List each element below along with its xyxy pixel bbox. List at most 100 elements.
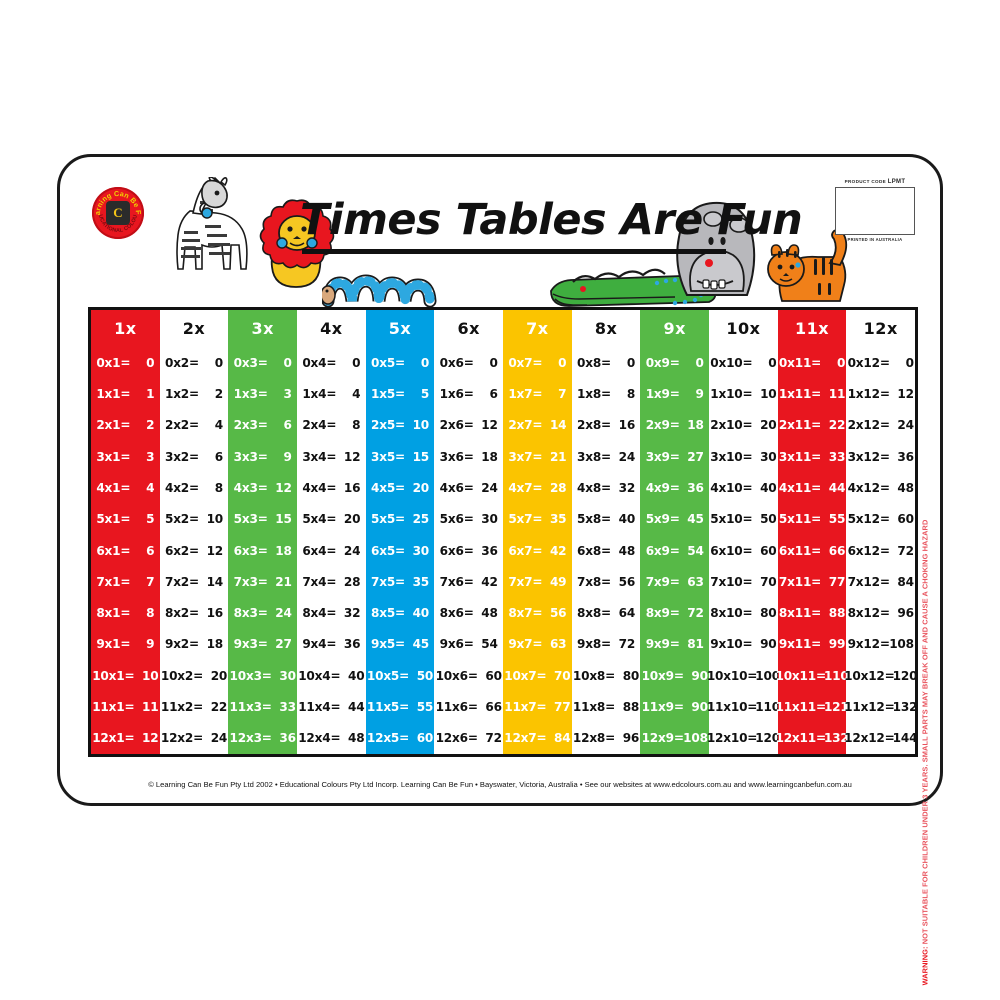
cell-expression: 7x10 xyxy=(710,574,743,589)
cell-equals-sign: = xyxy=(326,606,337,621)
table-cell: 11x12 = 132 xyxy=(844,691,917,722)
cell-equals-sign: = xyxy=(536,731,547,746)
table-cell: 6x5 = 30 xyxy=(366,535,435,566)
cell-equals-sign: = xyxy=(326,449,337,464)
cell-expression: 3x11 xyxy=(778,449,812,464)
cell-equals-sign: = xyxy=(326,386,337,401)
table-cell: 9x9 = 81 xyxy=(640,629,709,660)
cell-product: 4 xyxy=(146,480,155,495)
table-cell: 8x3 = 24 xyxy=(228,598,297,629)
cell-product: 9 xyxy=(146,637,155,652)
product-code-label-text: PRODUCT CODE xyxy=(844,179,887,184)
cell-expression: 11x11 xyxy=(775,700,817,715)
cell-product: 42 xyxy=(481,574,498,589)
learning-can-be-fun-logo: Learning Can Be Fun EDUCATIONAL COLOURS … xyxy=(92,187,144,239)
cell-product: 96 xyxy=(897,606,914,621)
table-cell: 5x8 = 40 xyxy=(572,504,641,535)
cell-product: 0 xyxy=(214,355,224,370)
cell-equals-sign: = xyxy=(463,386,474,401)
table-cell: 9x11 = 99 xyxy=(778,629,847,660)
cell-product: 60 xyxy=(897,512,914,527)
cell-expression: 7x11 xyxy=(778,574,812,589)
table-cell: 3x3 = 9 xyxy=(228,441,297,472)
table-cell: 4x1 = 4 xyxy=(91,472,160,503)
cell-equals-sign: = xyxy=(399,700,410,715)
cell-product: 64 xyxy=(618,606,636,621)
cell-expression: 1x9 xyxy=(645,386,670,401)
cell-equals-sign: = xyxy=(395,418,405,433)
cell-product: 6 xyxy=(489,386,498,401)
cell-product: 4 xyxy=(352,386,361,401)
cell-product: 36 xyxy=(897,449,914,464)
cell-equals-sign: = xyxy=(261,668,272,683)
cell-equals-sign: = xyxy=(257,449,268,464)
table-cell: 10x5 = 50 xyxy=(366,660,435,691)
cell-product: 36 xyxy=(687,480,704,495)
cell-equals-sign: = xyxy=(879,512,890,527)
cell-equals-sign: = xyxy=(124,700,135,715)
cell-equals-sign: = xyxy=(601,543,611,558)
cell-product: 42 xyxy=(549,543,567,558)
cell-expression: 5x7 xyxy=(508,512,533,527)
table-cell: 0x1 = 0 xyxy=(91,347,160,378)
table-cell: 1x5 = 5 xyxy=(366,378,435,409)
cell-product: 40 xyxy=(412,606,430,621)
cell-product: 33 xyxy=(828,449,846,464)
column-header-5: 5x xyxy=(388,319,412,338)
cell-equals-sign: = xyxy=(601,386,611,401)
cell-expression: 10x3 xyxy=(229,668,262,683)
cell-expression: 8x4 xyxy=(302,606,327,621)
cell-expression: 1x4 xyxy=(302,386,327,401)
cell-equals-sign: = xyxy=(536,700,547,715)
cell-product: 35 xyxy=(412,574,430,589)
cell-equals-sign: = xyxy=(399,731,410,746)
cell-product: 20 xyxy=(412,480,430,495)
cell-product: 120 xyxy=(755,731,780,746)
cell-equals-sign: = xyxy=(120,606,131,621)
warning-text: WARNING: NOT SUITABLE FOR CHILDREN UNDER… xyxy=(920,519,930,986)
table-cell: 1x12 = 12 xyxy=(846,378,915,409)
cell-equals-sign: = xyxy=(879,386,890,401)
cell-product: 30 xyxy=(279,668,296,683)
cell-expression: 8x10 xyxy=(710,606,743,621)
cell-product: 8 xyxy=(352,418,361,433)
cell-expression: 1x7 xyxy=(508,386,533,401)
times-tables-placemat: Learning Can Be Fun EDUCATIONAL COLOURS … xyxy=(57,154,943,985)
cell-expression: 10x9 xyxy=(641,668,674,683)
cell-expression: 8x3 xyxy=(233,606,258,621)
cell-product: 25 xyxy=(412,512,430,527)
cell-expression: 11x2 xyxy=(160,700,194,715)
table-cell: 8x8 = 64 xyxy=(572,598,641,629)
table-cell: 9x5 = 45 xyxy=(366,629,435,660)
cell-equals-sign: = xyxy=(189,543,199,558)
cell-equals-sign: = xyxy=(742,355,753,370)
table-cell: 3x10 = 30 xyxy=(709,441,778,472)
cell-product: 120 xyxy=(892,668,918,683)
cell-expression: 7x12 xyxy=(847,574,880,589)
cell-product: 20 xyxy=(343,512,361,527)
cell-equals-sign: = xyxy=(257,637,268,652)
cell-product: 9 xyxy=(283,449,292,464)
cell-product: 24 xyxy=(210,731,228,746)
table-cell: 7x7 = 49 xyxy=(503,566,572,597)
cell-equals-sign: = xyxy=(884,731,895,746)
cell-equals-sign: = xyxy=(193,700,204,715)
table-cell: 9x12 = 108 xyxy=(846,629,915,660)
table-cell: 5x7 = 35 xyxy=(503,504,572,535)
table-cell: 6x1 = 6 xyxy=(91,535,160,566)
cell-product: 72 xyxy=(897,543,914,558)
cell-expression: 3x2 xyxy=(164,449,190,464)
cell-equals-sign: = xyxy=(326,543,337,558)
cell-product: 0 xyxy=(283,355,292,370)
cell-equals-sign: = xyxy=(395,449,405,464)
times-table-column-12: 12x 0x12 = 0 1x12 = 12 2x12 = 24 3x12 = 36 4x12 = 48 5x1… xyxy=(844,310,918,754)
cell-equals-sign: = xyxy=(395,512,405,527)
cell-equals-sign: = xyxy=(467,700,478,715)
table-cell: 3x7 = 21 xyxy=(503,441,572,472)
cell-expression: 11x8 xyxy=(572,700,606,715)
product-code-frame xyxy=(835,186,915,235)
cell-product: 77 xyxy=(554,700,571,715)
cell-equals-sign: = xyxy=(189,606,199,621)
cell-product: 20 xyxy=(210,668,228,683)
cell-expression: 9x12 xyxy=(847,637,880,652)
